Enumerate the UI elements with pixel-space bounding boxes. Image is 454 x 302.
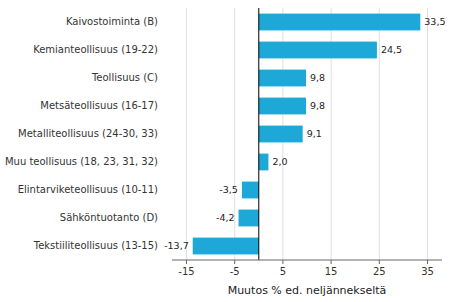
tick-label: 5 bbox=[280, 266, 286, 277]
data-label: 33,5 bbox=[424, 16, 445, 27]
grid-line bbox=[186, 8, 187, 260]
tick-label: -5 bbox=[230, 266, 240, 277]
tick-mark bbox=[427, 260, 428, 264]
grid-line bbox=[427, 8, 428, 260]
tick-mark bbox=[282, 260, 283, 264]
tick-label: 25 bbox=[373, 266, 386, 277]
data-label: -3,5 bbox=[219, 184, 238, 195]
bar bbox=[259, 70, 306, 87]
tick-label: -15 bbox=[178, 266, 194, 277]
bar bbox=[239, 210, 259, 227]
data-label: -4,2 bbox=[216, 212, 235, 223]
data-label: 9,8 bbox=[310, 72, 325, 83]
bar bbox=[259, 42, 377, 59]
data-label: -13,7 bbox=[164, 240, 189, 251]
category-label: Teollisuus (C) bbox=[91, 72, 158, 83]
data-label: 9,1 bbox=[307, 128, 322, 139]
bar bbox=[193, 238, 259, 255]
tick-mark bbox=[186, 260, 187, 264]
category-label: Muu teollisuus (18, 23, 31, 32) bbox=[5, 156, 158, 167]
bar bbox=[259, 14, 421, 31]
tick-mark bbox=[331, 260, 332, 264]
category-label: Kaivostoiminta (B) bbox=[66, 16, 158, 27]
zero-line bbox=[258, 8, 259, 260]
x-axis-label: Muutos % ed. neljännekseltä bbox=[228, 284, 387, 297]
tick-mark bbox=[234, 260, 235, 264]
category-label: Sähköntuotanto (D) bbox=[60, 212, 158, 223]
grid bbox=[186, 8, 427, 260]
tick-label: 35 bbox=[421, 266, 434, 277]
tick-mark bbox=[379, 260, 380, 264]
data-labels: -13,7 -4,2 -3,5 2,0 9,1 9,8 9,8 24,5 33,5 bbox=[164, 16, 445, 251]
category-label: Kemianteollisuus (19-22) bbox=[33, 44, 158, 55]
category-label: Tekstiiliteollisuus (13-15) bbox=[33, 240, 158, 251]
bar bbox=[259, 98, 306, 115]
chart: Tekstiiliteollisuus (13-15) Sähköntuotant… bbox=[0, 0, 454, 302]
category-label: Elintarviketeollisuus (10-11) bbox=[18, 184, 158, 195]
grid-line bbox=[379, 8, 380, 260]
data-label: 9,8 bbox=[310, 100, 325, 111]
x-ticks: -15 -5 5 15 25 35 bbox=[178, 260, 434, 277]
bar bbox=[259, 154, 269, 171]
category-labels: Tekstiiliteollisuus (13-15) Sähköntuotant… bbox=[5, 16, 158, 251]
bar bbox=[242, 182, 259, 199]
data-label: 2,0 bbox=[272, 156, 287, 167]
tick-label: 15 bbox=[325, 266, 338, 277]
category-label: Metsäteollisuus (16-17) bbox=[40, 100, 158, 111]
bar bbox=[259, 126, 303, 143]
data-label: 24,5 bbox=[381, 44, 402, 55]
x-axis-line bbox=[172, 260, 442, 261]
bars bbox=[193, 14, 421, 255]
category-label: Metalliteollisuus (24-30, 33) bbox=[18, 128, 158, 139]
